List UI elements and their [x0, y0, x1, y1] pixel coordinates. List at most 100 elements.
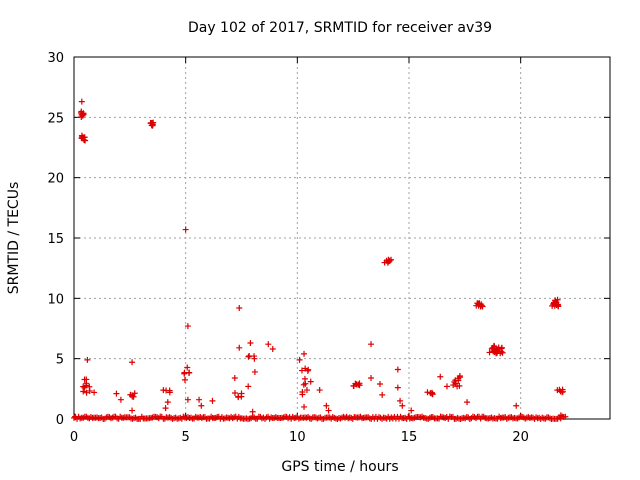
data-point [181, 376, 188, 383]
data-point [78, 98, 85, 105]
x-axis-label: GPS time / hours [281, 459, 398, 475]
data-point [437, 373, 444, 380]
data-point [117, 396, 124, 403]
data-point [301, 375, 308, 382]
y-tick-label: 10 [47, 292, 64, 307]
data-point [265, 341, 272, 348]
x-tick-label: 0 [70, 430, 78, 445]
data-point [269, 346, 276, 353]
data-point [231, 389, 238, 396]
data-point [376, 381, 383, 388]
chart-title: Day 102 of 2017, SRMTID for receiver av3… [188, 20, 492, 36]
data-point [181, 370, 188, 377]
data-point [399, 402, 406, 409]
data-point [296, 356, 303, 363]
data-point [84, 356, 91, 363]
data-point [552, 297, 559, 304]
data-point [83, 389, 90, 396]
data-point [299, 389, 306, 395]
data-point [455, 377, 462, 384]
data-point [184, 323, 191, 330]
data-point [559, 388, 566, 395]
data-point [166, 387, 173, 394]
data-point [379, 391, 386, 398]
data-point [513, 402, 520, 409]
data-point [247, 339, 254, 346]
axis-ticks: 0 5 10 15 20 0 5 10 15 20 25 30 [47, 51, 610, 445]
data-point [556, 386, 563, 393]
data-point [397, 397, 404, 404]
data-point [325, 407, 332, 414]
data-point [81, 384, 88, 391]
data-point [236, 304, 243, 311]
data-point [82, 137, 89, 144]
data-point [245, 353, 252, 360]
data-point [81, 376, 88, 383]
data-point [450, 382, 457, 389]
data-point [443, 383, 450, 390]
data-point [491, 343, 498, 350]
data-point [129, 392, 136, 399]
data-point [184, 396, 191, 403]
data-point [551, 302, 558, 309]
data-point [184, 364, 191, 371]
x-tick-label: 20 [512, 430, 529, 445]
data-point [388, 256, 395, 263]
data-point [394, 384, 401, 391]
data-point [456, 374, 463, 381]
data-point [129, 407, 136, 414]
data-point [86, 383, 93, 390]
data-point [307, 378, 314, 385]
data-point [476, 300, 483, 307]
y-tick-label: 15 [47, 232, 64, 247]
data-point [251, 368, 258, 375]
data-point [316, 387, 323, 394]
data-points [71, 98, 569, 422]
data-point [323, 402, 330, 409]
data-point [301, 403, 308, 410]
data-point [368, 374, 375, 381]
data-point [231, 374, 238, 381]
data-point [196, 396, 203, 403]
y-tick-label: 0 [56, 413, 64, 428]
data-point [182, 226, 189, 233]
x-tick-label: 10 [289, 430, 306, 445]
data-point [303, 387, 310, 394]
y-tick-label: 20 [47, 172, 64, 187]
data-point [352, 381, 359, 388]
data-point [113, 390, 120, 397]
x-tick-label: 15 [401, 430, 418, 445]
data-point [238, 390, 245, 397]
data-point [302, 365, 309, 372]
data-point [300, 381, 307, 388]
data-point [164, 399, 171, 406]
data-point [384, 259, 391, 266]
data-point [78, 108, 85, 115]
data-point [494, 348, 501, 355]
data-point [298, 367, 305, 374]
data-point [245, 383, 252, 390]
data-point [198, 402, 205, 409]
data-point [129, 359, 136, 366]
y-tick-label: 5 [56, 353, 64, 368]
data-point [91, 389, 98, 396]
data-point [301, 350, 308, 357]
data-point [368, 341, 375, 348]
data-point [464, 399, 471, 406]
y-axis-label: SRMTID / TECUs [6, 182, 22, 295]
data-point [356, 382, 363, 389]
data-point [562, 413, 569, 420]
data-point [236, 344, 243, 351]
data-point [78, 134, 85, 141]
data-point [408, 407, 415, 414]
data-point [491, 349, 498, 356]
data-point [149, 120, 156, 127]
data-point [246, 352, 253, 359]
data-point [209, 397, 216, 404]
y-tick-label: 25 [47, 111, 64, 126]
data-point [394, 366, 401, 373]
data-point [249, 408, 256, 415]
data-point [80, 388, 87, 395]
x-tick-label: 5 [182, 430, 190, 445]
